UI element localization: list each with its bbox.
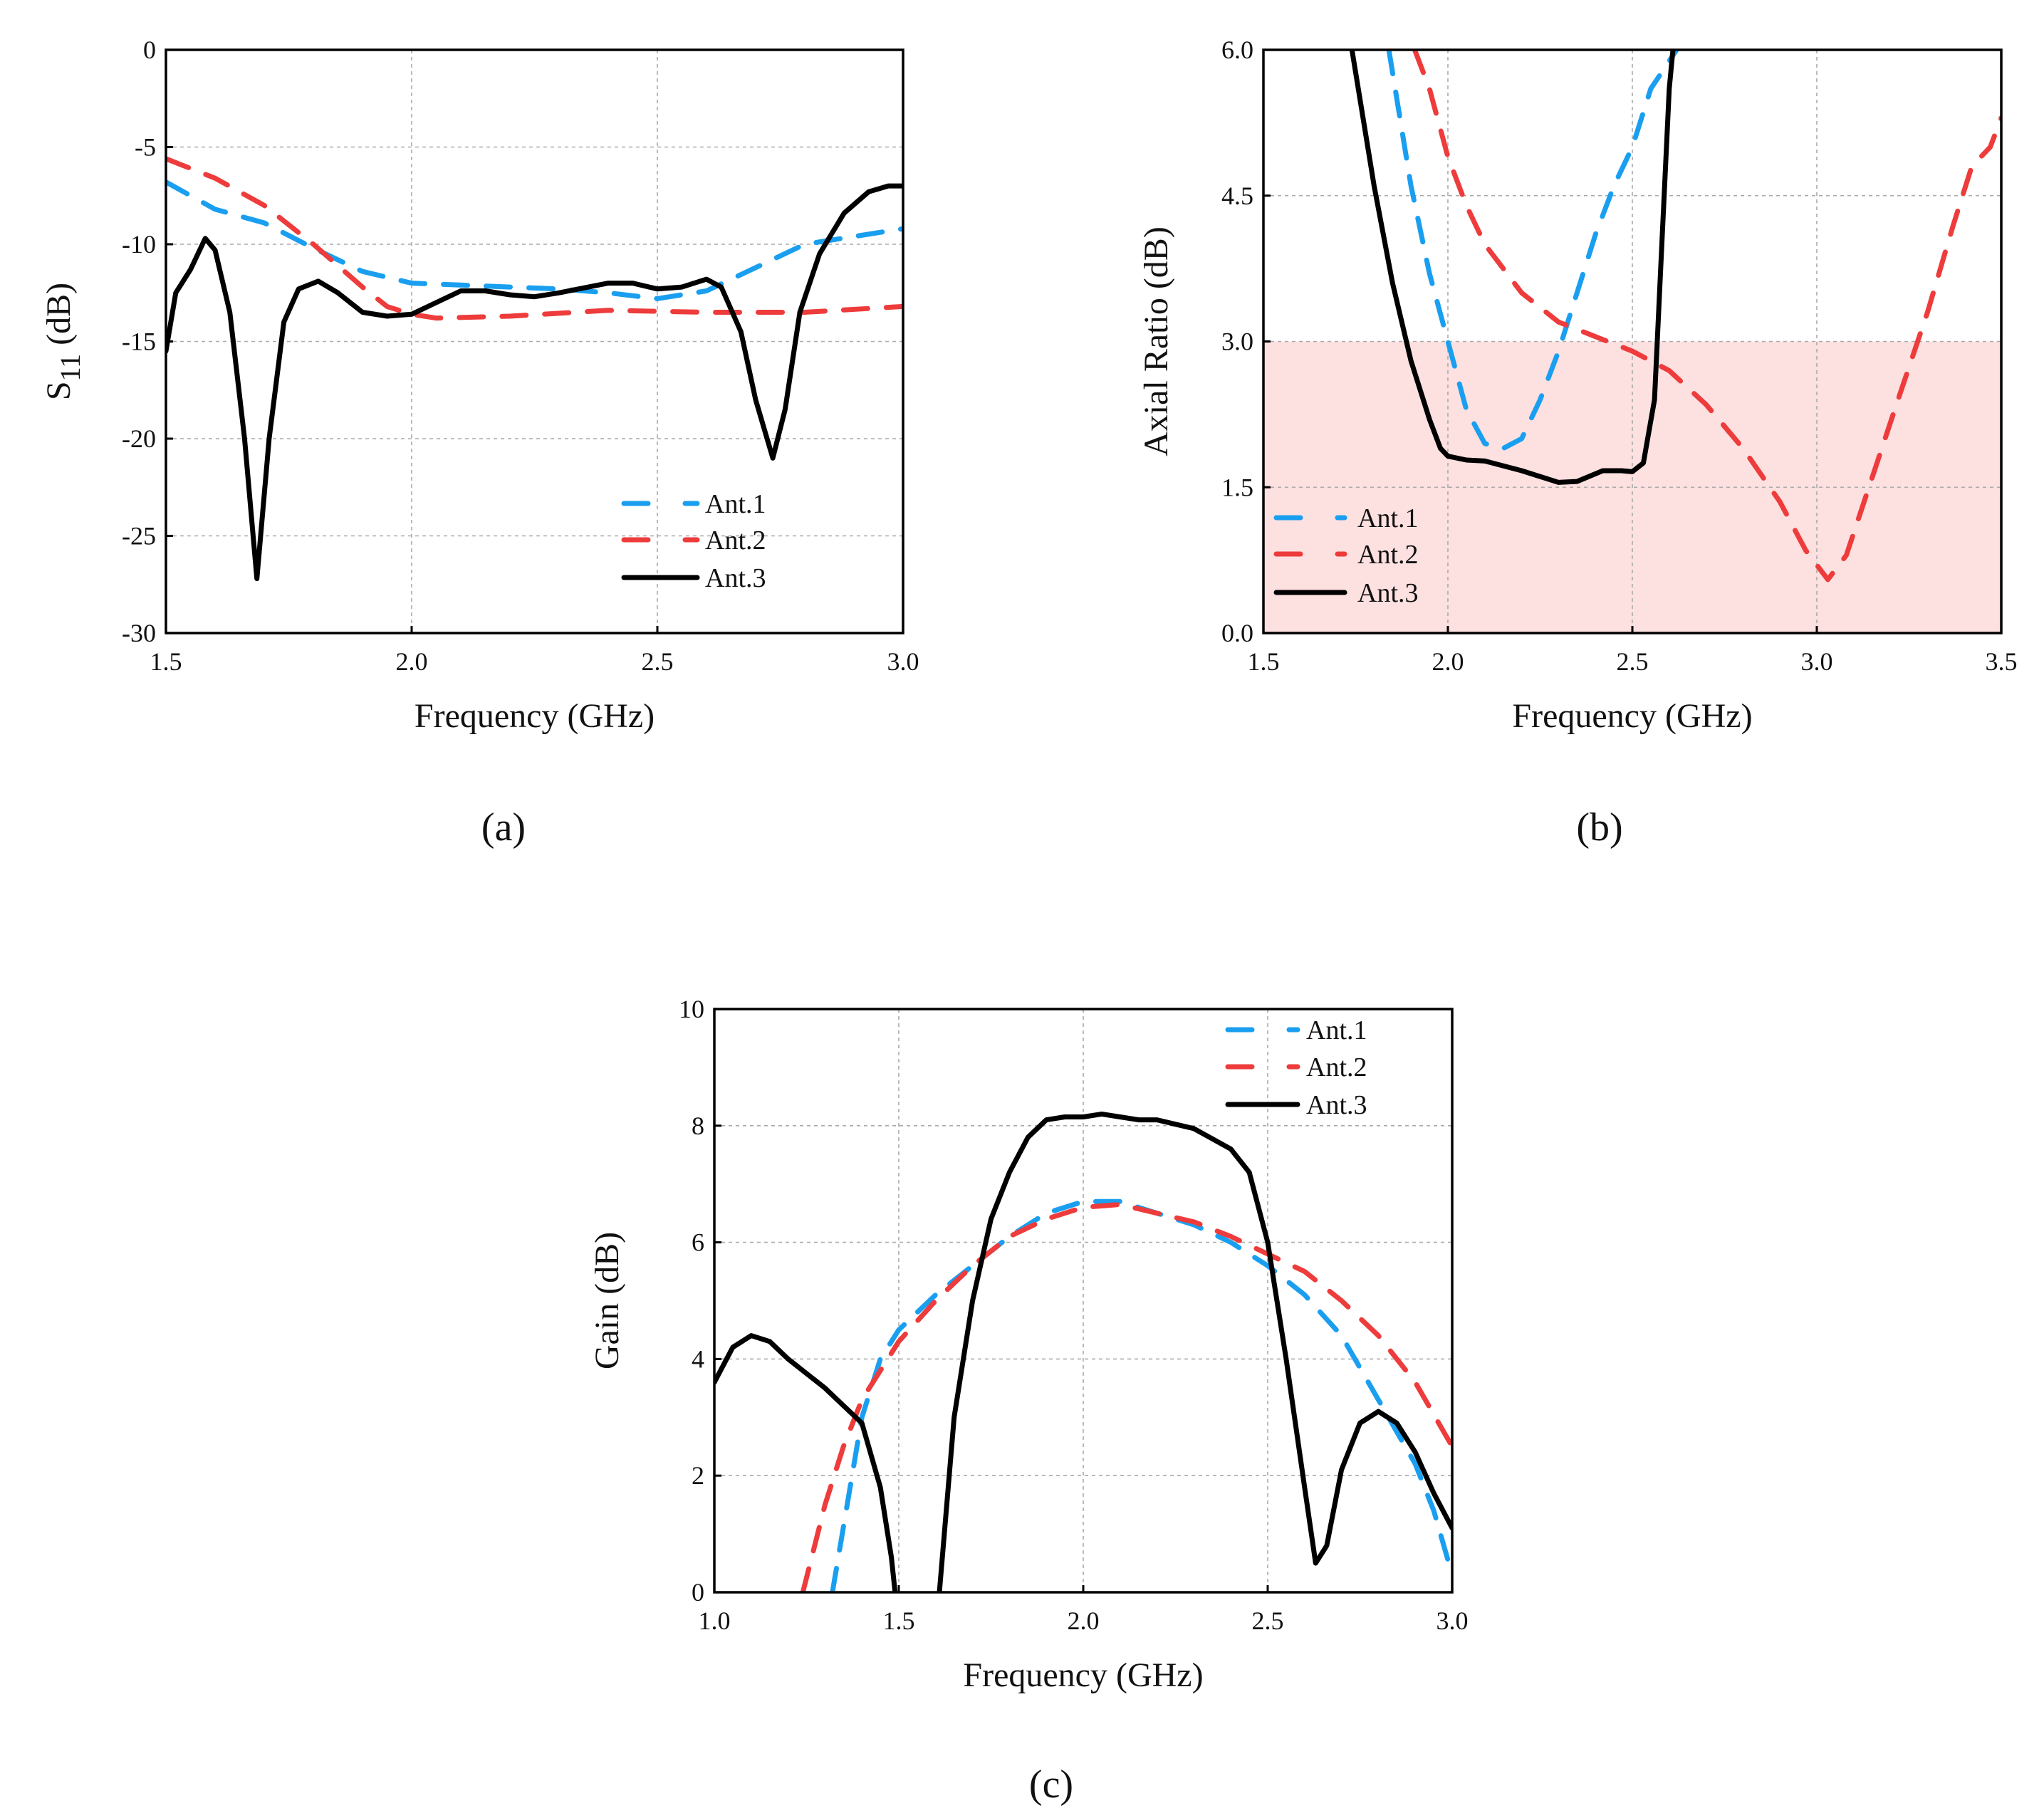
x-tick-label: 1.5	[883, 1607, 915, 1635]
x-axis-label: Frequency (GHz)	[1512, 697, 1752, 735]
y-tick-label: -30	[122, 619, 156, 647]
y-axis-label-unit: (dB)	[40, 283, 78, 354]
x-tick-label: 1.5	[150, 647, 182, 676]
series-line-ant3	[1349, 50, 1676, 485]
y-tick-label: 2	[692, 1461, 704, 1490]
legend-label: Ant.2	[1306, 1052, 1367, 1082]
y-tick-label: -20	[122, 424, 156, 453]
y-tick-label: 0	[143, 36, 156, 64]
series-line-ant1	[1386, 50, 1679, 451]
series-line-ant3	[937, 1111, 1452, 1592]
y-tick-label: -25	[122, 522, 156, 550]
series-group	[1349, 50, 2001, 583]
y-tick-label: 3.0	[1221, 328, 1253, 356]
y-tick-label: 0.0	[1221, 619, 1253, 647]
x-tick-label: 2.0	[396, 647, 428, 676]
x-tick-label: 1.5	[1248, 647, 1280, 676]
x-tick-label: 2.0	[1068, 1607, 1100, 1635]
y-tick-label: 0	[692, 1578, 704, 1607]
x-tick-label: 3.0	[1436, 1607, 1469, 1635]
legend-label: Ant.3	[705, 563, 766, 593]
x-tick-label: 3.0	[887, 647, 919, 676]
series-line-ant2	[1412, 50, 2001, 583]
figure-caption: (c)	[1029, 1762, 1073, 1807]
x-tick-label: 1.0	[699, 1607, 731, 1635]
y-tick-label: 10	[679, 995, 704, 1023]
y-tick-label: -10	[122, 230, 156, 258]
x-tick-label: 2.5	[642, 647, 674, 676]
series-line-ant2	[800, 1201, 1452, 1592]
legend-label: Ant.1	[1306, 1015, 1367, 1045]
legend-label: Ant.2	[705, 526, 766, 555]
series-group	[166, 156, 903, 582]
series-group	[714, 1111, 1452, 1592]
y-tick-label: 4	[692, 1344, 704, 1373]
figure-caption: (a)	[481, 805, 526, 850]
x-tick-label: 2.5	[1252, 1607, 1284, 1635]
x-axis-label: Frequency (GHz)	[414, 697, 655, 735]
plot-frame	[165, 48, 904, 634]
x-tick-label: 3.5	[1986, 647, 2018, 676]
x-axis-label: Frequency (GHz)	[963, 1656, 1203, 1694]
legend-label: Ant.1	[705, 489, 766, 519]
y-axis-label-main: S	[40, 381, 78, 400]
x-tick-label: 3.0	[1801, 647, 1833, 676]
series-line-ant3	[714, 1333, 898, 1592]
y-tick-label: 6	[692, 1228, 704, 1257]
y-axis-label: Axial Ratio (dB)	[1137, 226, 1175, 456]
series-line-ant2	[166, 156, 903, 321]
legend-label: Ant.3	[1306, 1090, 1367, 1120]
y-axis-label: Gain (dB)	[588, 1232, 626, 1369]
legend-label: Ant.3	[1357, 578, 1419, 608]
y-axis-label: S11 (dB)	[40, 283, 86, 400]
y-tick-label: 6.0	[1221, 36, 1253, 64]
legend-label: Ant.1	[1357, 503, 1419, 533]
legend-label: Ant.2	[1357, 540, 1419, 570]
chart-a: Ant.1 Ant.2 Ant.3 1.5 2.0 2.5 3.0 0 -5 -10 -15 -20 -…	[40, 36, 919, 850]
series-line-ant3	[166, 183, 903, 582]
y-tick-label: 1.5	[1221, 473, 1253, 501]
y-tick-label: -15	[122, 328, 156, 356]
figure-caption: (b)	[1576, 805, 1622, 850]
y-tick-label: 8	[692, 1112, 704, 1140]
y-tick-label: -5	[135, 133, 156, 162]
y-tick-label: 4.5	[1221, 182, 1253, 210]
x-tick-label: 2.5	[1617, 647, 1649, 676]
chart-c: Ant.1 Ant.2 Ant.3 1.0 1.5 2.0 2.5 3.0 0 2 4 6 8 10 Fre…	[588, 995, 1469, 1807]
y-axis-label-subscript: 11	[54, 354, 86, 382]
series-line-ant1	[166, 179, 903, 301]
x-tick-label: 2.0	[1432, 647, 1464, 676]
series-line-ant1	[830, 1198, 1452, 1592]
